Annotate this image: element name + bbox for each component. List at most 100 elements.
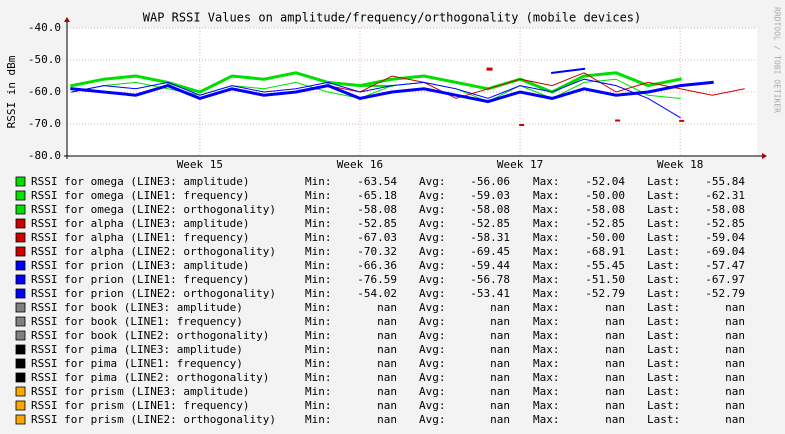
legend-label: RSSI for prism (LINE1: frequency) — [31, 399, 250, 412]
legend-stat-label: Last: — [647, 413, 680, 426]
legend-stat-label: Avg: — [419, 175, 446, 188]
legend-label: RSSI for prism (LINE3: amplitude) — [31, 385, 250, 398]
legend-label: RSSI for prion (LINE1: frequency) — [31, 273, 250, 286]
legend-stat-label: Last: — [647, 217, 680, 230]
series-line — [71, 78, 681, 103]
legend-stat-value: nan — [490, 329, 510, 342]
legend-stat-label: Max: — [533, 399, 560, 412]
legend-stat-label: Max: — [533, 413, 560, 426]
legend-swatch — [15, 386, 26, 397]
legend-stat-value: -58.08 — [585, 203, 625, 216]
x-tick-label: Week 18 — [657, 158, 703, 171]
legend-stat-value: -57.47 — [705, 259, 745, 272]
legend-stat-label: Avg: — [419, 287, 446, 300]
legend-stat-value: -58.08 — [470, 203, 510, 216]
legend-stat-label: Avg: — [419, 245, 446, 258]
legend-stat-value: nan — [725, 343, 745, 356]
legend-stat-value: nan — [725, 329, 745, 342]
legend-stat-label: Last: — [647, 343, 680, 356]
x-tick-label: Week 15 — [177, 158, 223, 171]
legend-stat-label: Min: — [305, 343, 332, 356]
legend-stat-label: Last: — [647, 231, 680, 244]
legend-stat-label: Max: — [533, 203, 560, 216]
legend-stat-label: Min: — [305, 217, 332, 230]
legend-stat-label: Avg: — [419, 315, 446, 328]
legend-stat-value: -53.41 — [470, 287, 510, 300]
legend-stat-label: Max: — [533, 315, 560, 328]
legend-swatch — [15, 260, 26, 271]
legend-stat-label: Max: — [533, 273, 560, 286]
legend-swatch — [15, 218, 26, 229]
legend-stat-value: nan — [377, 357, 397, 370]
axis-arrow — [762, 153, 767, 159]
legend-stat-label: Avg: — [419, 217, 446, 230]
legend-label: RSSI for alpha (LINE2: orthogonality) — [31, 245, 276, 258]
legend-stat-value: nan — [605, 329, 625, 342]
legend-stat-value: -59.44 — [470, 259, 510, 272]
legend-stat-label: Min: — [305, 273, 332, 286]
legend-stat-label: Avg: — [419, 399, 446, 412]
legend-stat-label: Last: — [647, 385, 680, 398]
legend-stat-value: nan — [377, 329, 397, 342]
legend-stat-label: Min: — [305, 329, 332, 342]
legend-stat-label: Max: — [533, 217, 560, 230]
legend-stat-value: nan — [725, 371, 745, 384]
legend-swatch — [15, 204, 26, 215]
legend-label: RSSI for prism (LINE2: orthogonality) — [31, 413, 276, 426]
legend-stat-value: nan — [605, 357, 625, 370]
legend-stat-label: Last: — [647, 273, 680, 286]
legend-stat-label: Avg: — [419, 343, 446, 356]
legend-swatch — [15, 400, 26, 411]
legend-stat-value: nan — [490, 385, 510, 398]
legend-stat-value: -67.03 — [357, 231, 397, 244]
legend-swatch — [15, 302, 26, 313]
legend-stat-value: -69.45 — [470, 245, 510, 258]
legend-stat-label: Avg: — [419, 357, 446, 370]
legend-stat-value: nan — [725, 357, 745, 370]
legend-stat-value: nan — [725, 399, 745, 412]
legend-stat-value: nan — [605, 315, 625, 328]
legend-stat-value: nan — [490, 413, 510, 426]
legend-swatch — [15, 232, 26, 243]
legend-stat-label: Avg: — [419, 203, 446, 216]
legend-label: RSSI for omega (LINE1: frequency) — [31, 189, 250, 202]
legend-stat-value: -52.85 — [470, 217, 510, 230]
legend-swatch — [15, 344, 26, 355]
chart-title: WAP RSSI Values on amplitude/frequency/o… — [143, 11, 642, 25]
legend-stat-label: Last: — [647, 203, 680, 216]
legend-stat-value: nan — [605, 371, 625, 384]
legend-stat-label: Min: — [305, 315, 332, 328]
legend-label: RSSI for book (LINE1: frequency) — [31, 315, 243, 328]
legend-stat-label: Min: — [305, 245, 332, 258]
y-tick-label: -50.0 — [28, 53, 61, 66]
legend-label: RSSI for pima (LINE1: frequency) — [31, 357, 243, 370]
legend-stat-value: -52.85 — [705, 217, 745, 230]
legend-stat-value: -59.03 — [470, 189, 510, 202]
legend-swatch — [15, 372, 26, 383]
legend-stat-label: Max: — [533, 245, 560, 258]
legend-stat-value: -50.00 — [585, 189, 625, 202]
legend-stat-label: Min: — [305, 385, 332, 398]
legend-swatch — [15, 414, 26, 425]
legend-stat-value: nan — [605, 413, 625, 426]
legend-stat-label: Avg: — [419, 231, 446, 244]
legend-stat-label: Min: — [305, 413, 332, 426]
legend-label: RSSI for pima (LINE3: amplitude) — [31, 343, 243, 356]
series-line — [519, 119, 685, 126]
legend-stat-value: nan — [377, 413, 397, 426]
legend-stat-label: Last: — [647, 315, 680, 328]
legend-stat-value: -52.85 — [357, 217, 397, 230]
legend-stat-value: -56.78 — [470, 273, 510, 286]
y-tick-label: -60.0 — [28, 85, 61, 98]
legend-stat-label: Min: — [305, 287, 332, 300]
legend-stat-label: Max: — [533, 175, 560, 188]
legend-swatch — [15, 176, 26, 187]
legend-swatch — [15, 358, 26, 369]
legend-stat-value: -56.06 — [470, 175, 510, 188]
y-axis-label: RSSI in dBm — [5, 55, 18, 128]
legend-stat-value: -67.97 — [705, 273, 745, 286]
legend-stat-value: -65.18 — [357, 189, 397, 202]
legend-stat-label: Avg: — [419, 413, 446, 426]
legend-stat-label: Last: — [647, 357, 680, 370]
